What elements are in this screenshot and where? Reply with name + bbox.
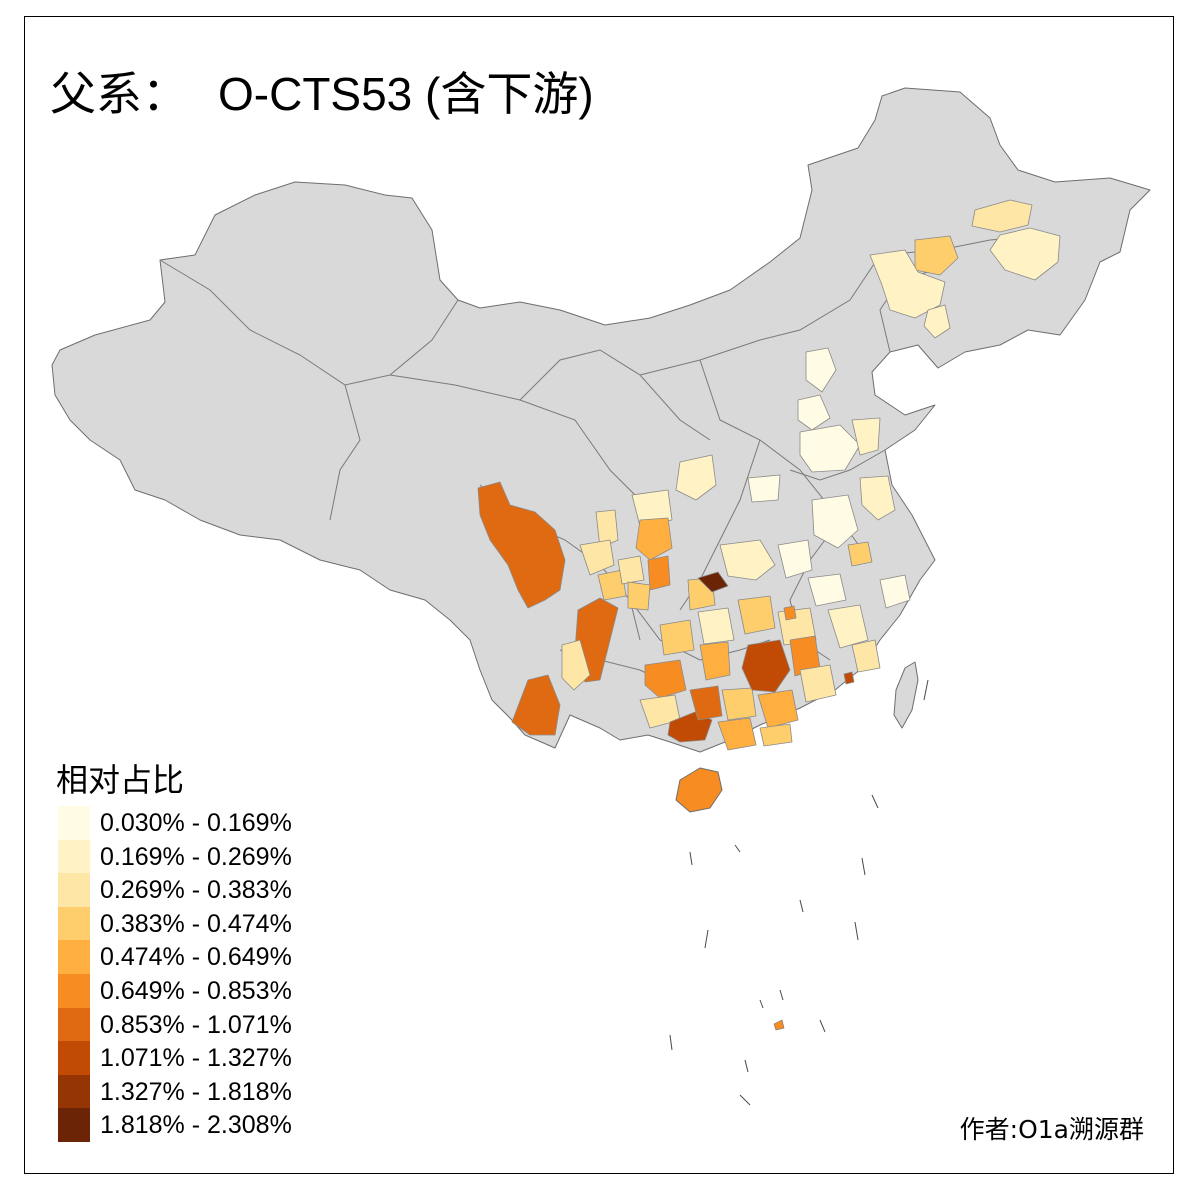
region-guangxi-east [721, 687, 757, 721]
region-jiangxi-north [807, 573, 847, 607]
region-shandong-a [799, 424, 861, 473]
region-chongqing-a [647, 555, 671, 591]
map-title: 父系： O-CTS53 (含下游) [50, 58, 594, 124]
region-heilongjiang-a [989, 227, 1061, 281]
legend-label: 1.071% - 1.327% [100, 1044, 292, 1073]
legend-swatch [58, 940, 90, 974]
south-china-sea-islands [669, 679, 929, 1106]
region-sichuan-chengdu [579, 539, 615, 576]
region-sichuan-ya-an [617, 555, 645, 585]
title-haplogroup: O-CTS53 (含下游) [218, 68, 594, 120]
region-fujian-b [851, 639, 881, 673]
region-hebei-south [797, 394, 831, 431]
region-anhui-b [847, 541, 873, 567]
legend-label: 0.383% - 0.474% [100, 909, 292, 938]
region-yunnan-xishuangbanna [511, 674, 561, 736]
region-liaoning [923, 304, 951, 339]
legend-swatch [58, 806, 90, 840]
region-hubei-central [719, 539, 776, 581]
legend-label: 0.030% - 0.169% [100, 809, 292, 837]
region-guizhou-b [659, 619, 695, 656]
region-hunan-central [737, 595, 776, 635]
region-fujian-spot [843, 671, 855, 685]
region-guangxi-central [689, 685, 723, 721]
region-hubei-enshi [697, 571, 729, 593]
region-shaanxi-south [631, 489, 673, 527]
region-sichuan-aba [595, 509, 619, 549]
legend-swatch [58, 839, 90, 874]
island-dot [773, 1019, 785, 1031]
region-shandong-b [851, 417, 881, 456]
legend-label: 0.649% - 0.853% [100, 976, 292, 1005]
legend-swatch [58, 1041, 90, 1075]
region-jilin [914, 235, 959, 276]
region-anhui [811, 494, 859, 549]
region-jiangsu [859, 475, 896, 521]
legend-label: 1.327% - 1.818% [100, 1077, 292, 1106]
region-henan-a [675, 454, 717, 501]
legend-label: 0.853% - 1.071% [100, 1010, 292, 1039]
region-sichuan-ganzi [477, 481, 566, 609]
region-yunnan-west [561, 639, 591, 691]
region-hebei-north [805, 347, 837, 393]
region-jiangxi-spot [783, 605, 797, 621]
region-guangdong-central [757, 689, 799, 729]
region-inner-mongolia-east [869, 249, 946, 319]
region-sichuan-central [635, 517, 673, 561]
taiwan-island [893, 661, 919, 729]
legend-label: 0.474% - 0.649% [100, 943, 292, 972]
region-sichuan-leshan [597, 569, 627, 601]
legend-swatch [58, 1074, 90, 1109]
legend-title: 相对占比 [56, 761, 185, 799]
region-guangdong-shaoguan [741, 639, 791, 693]
legend-swatch [58, 1007, 90, 1042]
region-guizhou-a [644, 659, 687, 699]
legend-label: 1.818% - 2.308% [100, 1111, 292, 1140]
legend-swatch [58, 1108, 90, 1142]
legend-label: 0.269% - 0.383% [100, 876, 292, 905]
region-guangdong-west [717, 717, 757, 751]
legend-swatch [58, 873, 90, 907]
title-prefix: 父系： [50, 67, 188, 121]
region-fujian-a [827, 604, 869, 649]
region-henan-b [747, 474, 781, 503]
legend-label: 0.169% - 0.269% [100, 842, 292, 871]
region-zhejiang [879, 574, 911, 609]
author-credit: 作者:O1a溯源群 [959, 1115, 1144, 1144]
region-chongqing-b [627, 581, 651, 611]
legend-swatch [58, 973, 90, 1008]
country-base [51, 87, 1151, 813]
region-heilongjiang-b [971, 199, 1033, 233]
region-hunan-west [697, 607, 735, 645]
map-frame [24, 16, 1174, 1174]
region-guangdong-east [799, 664, 837, 703]
hainan-island [675, 767, 723, 813]
legend-swatch [58, 906, 90, 941]
region-guangdong-coast [759, 723, 793, 747]
region-hubei-east [777, 539, 813, 579]
choropleth-regions [477, 199, 1061, 751]
region-guizhou-c [699, 641, 731, 681]
